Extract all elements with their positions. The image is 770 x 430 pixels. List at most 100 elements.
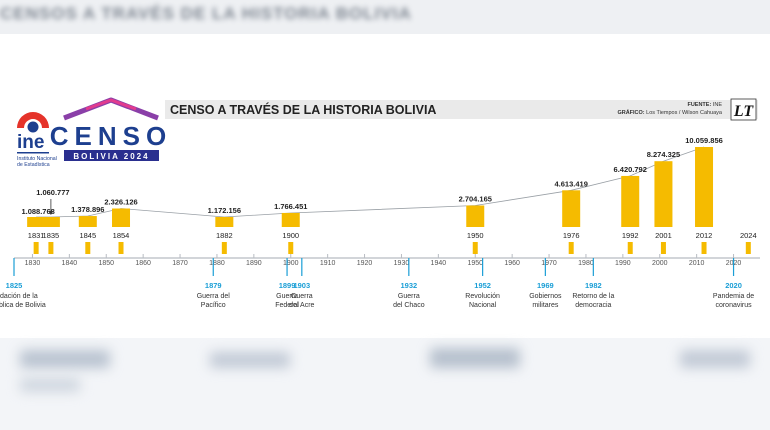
ine-logo: ine Instituto Nacional de Estadística xyxy=(17,112,57,168)
census-year-label: 1882 xyxy=(216,231,233,240)
census-year-stub xyxy=(472,242,478,254)
ine-subtitle-line2: de Estadística xyxy=(17,162,50,168)
census-year-stub xyxy=(288,242,294,254)
censo-band xyxy=(64,150,159,161)
census-year-stub xyxy=(48,242,54,254)
x-tick-label: 1980 xyxy=(578,260,594,267)
event-description: coronavirus xyxy=(715,302,752,309)
census-year-stub xyxy=(85,242,91,254)
census-year-label: 1950 xyxy=(467,231,484,240)
census-value-label: 8.274.325 xyxy=(647,150,680,159)
census-value-label: 2.326.126 xyxy=(104,198,137,207)
censo-word: CENSO xyxy=(50,121,172,151)
census-value-label: 10.059.856 xyxy=(685,136,723,145)
top-context-strip: CENSOS A TRAVÉS DE LA HISTORIA BOLIVIA xyxy=(0,0,770,34)
census-bar xyxy=(27,217,46,227)
census-bar xyxy=(562,190,581,227)
census-year-stub xyxy=(221,242,227,254)
label-pointer-arrow-icon xyxy=(48,211,54,215)
census-bar xyxy=(41,217,60,227)
x-tick-label: 1850 xyxy=(98,260,114,267)
event-description: Pandemia de xyxy=(713,293,754,300)
event-description: Pacífico xyxy=(201,302,226,309)
census-bar xyxy=(695,147,714,227)
census-year-stub xyxy=(745,242,751,254)
census-year-label: 1831 xyxy=(28,231,45,240)
census-bar xyxy=(281,212,300,227)
x-tick-label: 1900 xyxy=(283,260,299,267)
event-description: Nacional xyxy=(469,302,497,309)
blurred-text-block xyxy=(20,350,110,368)
event-description: Revolución xyxy=(465,293,500,300)
bottom-context-strip xyxy=(0,338,770,430)
census-bar xyxy=(78,216,97,227)
x-tick-label: 1950 xyxy=(467,260,483,267)
census-year-stub xyxy=(33,242,39,254)
census-year-label: 1854 xyxy=(113,231,130,240)
census-bar xyxy=(215,217,234,227)
blurred-text-block xyxy=(210,352,290,368)
credit-label: GRÁFICO: Los Tiempos / Wilson Cahuaya xyxy=(617,109,722,116)
census-year-label: 1976 xyxy=(563,231,580,240)
event-description: Guerra xyxy=(276,293,298,300)
event-description: Guerra xyxy=(291,293,313,300)
x-tick-label: 1990 xyxy=(615,260,631,267)
censo-roof-icon xyxy=(63,97,159,121)
event-year: 2020 xyxy=(725,281,742,290)
x-tick-label: 1940 xyxy=(431,260,447,267)
census-year-stub xyxy=(627,242,633,254)
x-tick-label: 1920 xyxy=(357,260,373,267)
event-year: 1879 xyxy=(205,281,222,290)
x-tick-label: 1880 xyxy=(209,260,225,267)
x-tick-label: 2000 xyxy=(652,260,668,267)
event-description: del Acre xyxy=(289,302,314,309)
census-value-label: 1.172.156 xyxy=(208,206,241,215)
blurred-text-block xyxy=(430,348,520,368)
event-year: 1825 xyxy=(6,281,23,290)
event-description: Guerra del xyxy=(197,293,231,300)
paper-logo: LT xyxy=(733,103,754,120)
census-value-label: 1.088.768 xyxy=(21,207,54,216)
ine-logo-text: ine xyxy=(17,132,44,153)
event-year: 1982 xyxy=(585,281,602,290)
census-value-label: 4.613.419 xyxy=(555,179,588,188)
census-year-label: 2024 xyxy=(740,231,757,240)
plot-area: 1830 1840 1850 1860 1870 1880 1890 1900 1910 1920… xyxy=(0,136,760,309)
x-tick-label: 1830 xyxy=(25,260,41,267)
census-year-label: 1835 xyxy=(43,231,60,240)
census-bar xyxy=(466,205,485,227)
x-tick-label: 1910 xyxy=(320,260,336,267)
ine-subtitle-line1: Instituto Nacional xyxy=(17,156,57,162)
blurred-text-block xyxy=(680,350,750,368)
event-year: 1969 xyxy=(537,281,554,290)
paper-logo-box xyxy=(730,98,757,121)
event-description: fundación de la xyxy=(0,293,38,300)
ine-logo-arc-icon xyxy=(17,112,49,128)
census-year-stub xyxy=(568,242,574,254)
census-year-stub xyxy=(660,242,666,254)
blurred-headline: CENSOS A TRAVÉS DE LA HISTORIA BOLIVIA xyxy=(0,4,412,23)
x-tick-label: 1860 xyxy=(135,260,151,267)
event-description: democracia xyxy=(575,302,611,309)
census-bar xyxy=(621,175,640,227)
census-bar xyxy=(112,208,131,227)
event-description: Retorno de la xyxy=(572,293,614,300)
census-year-stub xyxy=(701,242,707,254)
source-label: FUENTE: INE xyxy=(687,102,722,108)
chart-title: CENSO A TRAVÉS DE LA HISTORIA BOLIVIA xyxy=(170,102,436,117)
census-value-label: 6.420.792 xyxy=(614,165,647,174)
blurred-text-block xyxy=(20,378,80,392)
censo-band-text: BOLIVIA 2024 xyxy=(73,152,149,161)
census-value-label: 1.378.896 xyxy=(71,205,104,214)
x-tick-label: 1970 xyxy=(541,260,557,267)
x-tick-label: 1840 xyxy=(62,260,78,267)
census-year-stub xyxy=(118,242,124,254)
event-description: Federal xyxy=(275,302,299,309)
census-year-label: 2001 xyxy=(655,231,672,240)
event-description: Gobiernos xyxy=(529,293,562,300)
x-tick-label: 2010 xyxy=(689,260,705,267)
event-description: República de Bolivia xyxy=(0,302,46,309)
event-year: 1899 xyxy=(279,281,296,290)
event-description: militares xyxy=(532,302,559,309)
